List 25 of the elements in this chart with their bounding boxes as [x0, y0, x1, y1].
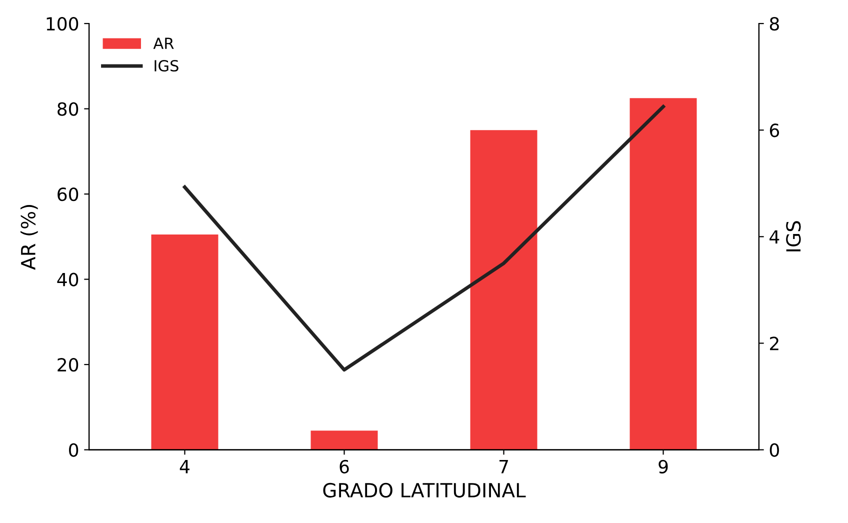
x-axis-title: GRADO LATITUDINAL	[323, 482, 526, 498]
line-series	[183, 104, 665, 372]
y-tick-label: 100	[46, 16, 78, 31]
y-tick-label: 0	[69, 443, 78, 457]
bar	[470, 130, 538, 450]
y2-tick-label: 2	[770, 336, 778, 350]
x-tick-label: 6	[340, 460, 349, 474]
y2-tick-label: 6	[770, 124, 780, 138]
y-axis-title: AR (%)	[20, 205, 38, 270]
y-tick-label: 60	[58, 187, 78, 202]
x-tick-label: 9	[658, 460, 668, 474]
y-tick-label: 40	[57, 272, 78, 286]
y2-tick-label: 0	[770, 443, 779, 457]
bar	[151, 234, 218, 450]
y2-tick-label: 8	[770, 16, 779, 31]
legend-label: AR	[153, 38, 174, 49]
bar	[310, 430, 378, 450]
y2-axis-title: IGS	[786, 221, 801, 252]
y2-tick-label: 4	[770, 230, 780, 244]
bar	[630, 98, 697, 450]
x-tick-label: 4	[180, 460, 190, 474]
y-tick-label: 20	[58, 358, 78, 372]
y-tick-label: 80	[58, 102, 78, 116]
x-tick-label: 7	[499, 460, 508, 474]
legend-label: IGS	[154, 60, 178, 72]
